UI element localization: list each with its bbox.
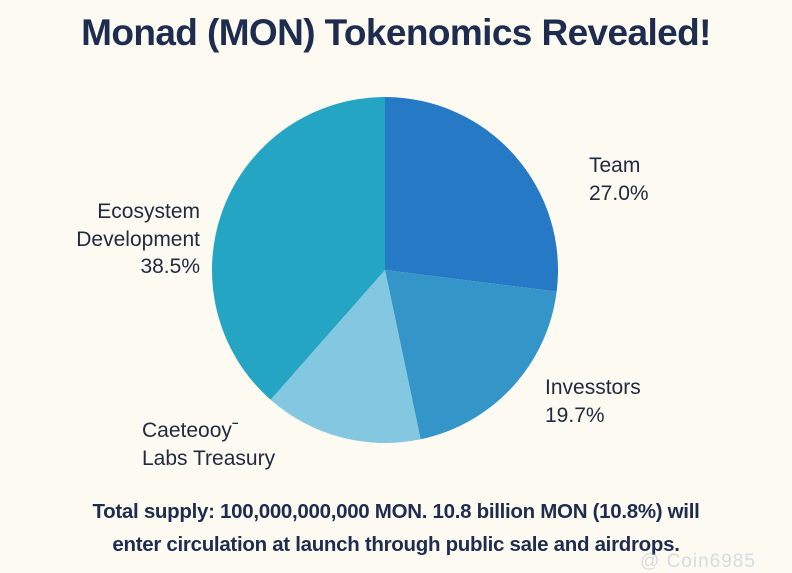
pie-chart-svg (211, 97, 559, 443)
pie-label-ecosystem-name-line2: Development (76, 227, 200, 251)
caption-line-1: Total supply: 100,000,000,000 MON. 10.8 … (92, 500, 700, 523)
pie-slice (211, 97, 385, 400)
pie-label-treasury: Caeteooyˉ Labs Treasury (142, 417, 275, 472)
pie-chart: Team 27.0% Invesstors 19.7% Ecosystem De… (76, 97, 649, 472)
pie-label-treasury-name-line1: Caeteooyˉ (142, 419, 239, 442)
pie-label-team-name: Team (589, 154, 641, 177)
pie-slice-group (211, 97, 559, 443)
page-title: Monad (MON) Tokenomics Revealed! (81, 12, 711, 53)
caption-line-2: enter circulation at launch through publ… (112, 533, 680, 557)
pie-slice (270, 270, 421, 443)
pie-label-investors: Invesstors 19.7% (545, 374, 641, 429)
pie-label-ecosystem: Ecosystem Development 38.5% (76, 198, 200, 281)
pie-label-ecosystem-name-line1: Ecosystem (97, 200, 200, 223)
pie-label-team: Team 27.0% (589, 152, 649, 207)
pie-label-investors-name: Invesstors (545, 376, 641, 399)
pie-label-treasury-name-line2: Labs Treasury (142, 446, 276, 470)
pie-slice (385, 97, 559, 292)
pie-label-investors-value: 19.7% (545, 403, 605, 427)
pie-label-ecosystem-value: 38.5% (140, 255, 200, 279)
pie-label-team-value: 27.0% (589, 181, 649, 205)
caption: Total supply: 100,000,000,000 MON. 10.8 … (0, 495, 792, 561)
pie-slice (385, 270, 557, 440)
